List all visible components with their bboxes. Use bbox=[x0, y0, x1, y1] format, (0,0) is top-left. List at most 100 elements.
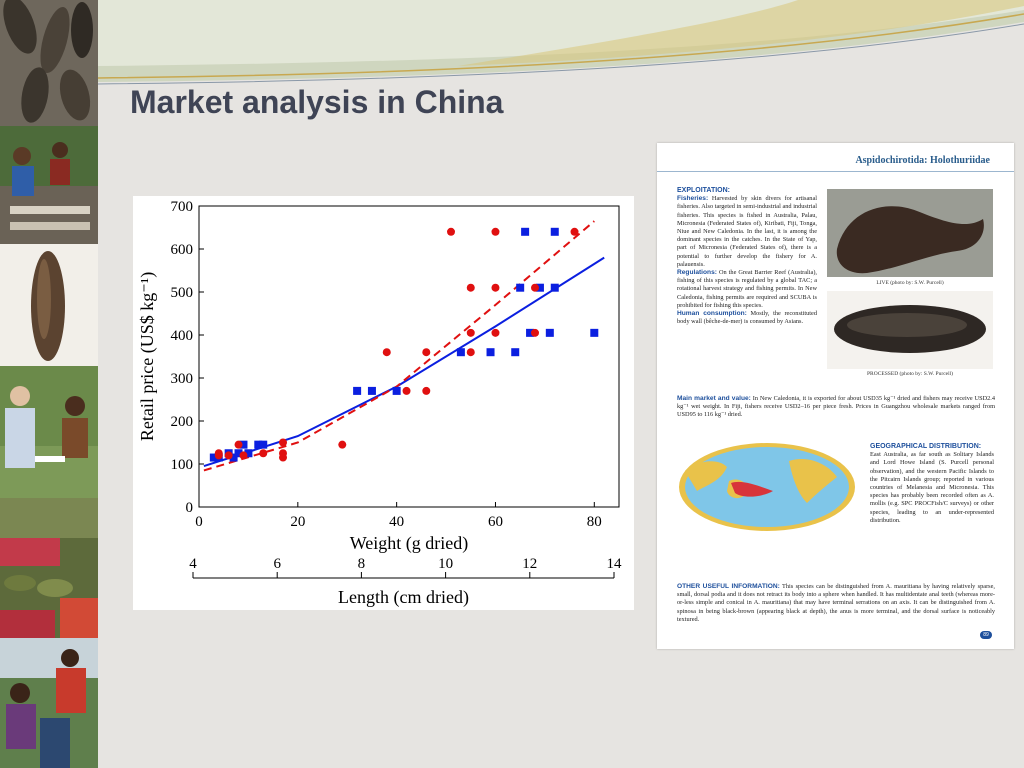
other-info-section: OTHER USEFUL INFORMATION: This species c… bbox=[677, 583, 995, 624]
data-point-circle bbox=[531, 283, 539, 292]
scatter-plot: 0 100 200 300 400 500 600 700 0 20 40 60 80 Weight (g… bbox=[137, 199, 623, 608]
data-point-square bbox=[392, 386, 401, 395]
x-axis-label: Weight (g dried) bbox=[350, 533, 469, 554]
data-point-circle bbox=[531, 328, 539, 337]
data-point-circle bbox=[234, 440, 243, 449]
geo-text: East Australia, as far south as Solitary… bbox=[870, 451, 994, 524]
data-point-square bbox=[259, 440, 268, 449]
y-tick-label: 400 bbox=[171, 328, 194, 344]
regulations-text: On the Great Barrier Reef (Australia), f… bbox=[677, 269, 818, 309]
human-consumption-text: Mostly, the reconstituted body wall (bêc… bbox=[677, 310, 817, 326]
data-point-square bbox=[229, 453, 238, 462]
data-point-circle bbox=[259, 449, 268, 458]
regulations-label: Regulations: bbox=[677, 269, 717, 277]
market-label: Main market and value: bbox=[677, 395, 751, 402]
data-point-circle bbox=[491, 328, 500, 337]
y-axis-label: Retail price (US$ kg⁻¹) bbox=[137, 272, 158, 441]
data-point-square bbox=[486, 348, 495, 357]
data-point-square bbox=[516, 283, 525, 292]
data-point-square bbox=[550, 283, 559, 292]
data-point-circle bbox=[422, 386, 431, 395]
length-tick-label: 6 bbox=[273, 556, 281, 572]
data-point-square bbox=[234, 449, 243, 458]
length-tick-label: 12 bbox=[522, 556, 537, 572]
price-weight-chart: 0 100 200 300 400 500 600 700 0 20 40 60 80 Weight (g… bbox=[133, 196, 634, 610]
doc-header: Aspidochirotida: Holothuriidae bbox=[855, 155, 990, 166]
y-tick-label: 100 bbox=[171, 457, 194, 473]
x-tick-label: 60 bbox=[488, 514, 503, 530]
geographical-section: GEOGRAPHICAL DISTRIBUTION: East Australi… bbox=[870, 443, 994, 525]
data-point-circle bbox=[224, 451, 233, 460]
live-specimen-photo bbox=[827, 189, 993, 277]
data-point-circle bbox=[239, 451, 248, 460]
exploitation-heading: EXPLOITATION: bbox=[677, 187, 731, 194]
data-point-square bbox=[244, 449, 253, 458]
human-consumption-label: Human consumption: bbox=[677, 310, 747, 318]
data-point-circle bbox=[338, 440, 347, 449]
data-point-circle bbox=[382, 348, 391, 357]
fit-line-dashed bbox=[203, 220, 595, 472]
header-swoosh bbox=[98, 0, 1024, 85]
data-point-square bbox=[545, 328, 554, 337]
x-tick-label: 20 bbox=[290, 514, 305, 530]
page-number: 89 bbox=[980, 631, 992, 639]
data-point-circle bbox=[466, 328, 475, 337]
other-text: This species can be distinguished from A… bbox=[677, 583, 995, 623]
data-point-square bbox=[456, 348, 465, 357]
people-processing-photo bbox=[0, 126, 98, 246]
length-axis-label: Length (cm dried) bbox=[338, 587, 469, 608]
data-point-circle bbox=[466, 348, 475, 357]
data-point-circle bbox=[491, 227, 500, 236]
market-section: Main market and value: In New Caledonia,… bbox=[677, 395, 995, 420]
y-tick-label: 200 bbox=[171, 414, 194, 430]
market-text: In New Caledonia, it is exported for abo… bbox=[677, 395, 996, 419]
data-point-square bbox=[353, 386, 362, 395]
doc-header-rule bbox=[657, 171, 1014, 172]
market-baskets-photo bbox=[0, 498, 98, 640]
sea-cucumbers-on-rack-photo bbox=[0, 0, 98, 128]
fisheries-text: Harvested by skin divers for artisanal f… bbox=[677, 195, 817, 268]
processed-caption: PROCESSED (photo by: S.W. Purcell) bbox=[867, 371, 953, 377]
y-tick-label: 300 bbox=[171, 371, 194, 387]
y-tick-label: 0 bbox=[186, 500, 194, 516]
data-point-circle bbox=[279, 438, 287, 447]
data-point-circle bbox=[491, 283, 500, 292]
plot-area-frame bbox=[198, 205, 620, 508]
exploitation-section: EXPLOITATION: Fisheries: Harvested by sk… bbox=[677, 187, 817, 326]
slide-title: Market analysis in China bbox=[130, 84, 504, 120]
data-point-circle bbox=[214, 451, 223, 460]
data-point-square bbox=[526, 328, 535, 337]
length-tick-label: 4 bbox=[189, 556, 197, 572]
data-point-circle bbox=[422, 348, 431, 357]
data-point-circle bbox=[570, 227, 579, 236]
species-fact-sheet: Aspidochirotida: Holothuriidae EXPLOITAT… bbox=[657, 143, 1014, 649]
fit-line-solid bbox=[203, 256, 605, 468]
processed-specimen-photo bbox=[827, 291, 993, 369]
x-tick-label: 80 bbox=[587, 514, 602, 530]
data-point-circle bbox=[466, 283, 475, 292]
single-dried-sea-cucumber-photo bbox=[0, 244, 98, 368]
y-tick-label: 500 bbox=[171, 285, 194, 301]
length-tick-label: 10 bbox=[438, 556, 453, 572]
data-point-square bbox=[521, 227, 530, 236]
length-tick-label: 8 bbox=[358, 556, 366, 572]
data-point-square bbox=[535, 283, 544, 292]
data-point-square bbox=[511, 348, 520, 357]
data-point-square bbox=[590, 328, 599, 337]
x-tick-label: 40 bbox=[389, 514, 404, 530]
y-tick-label: 700 bbox=[171, 199, 194, 215]
fisheries-label: Fisheries: bbox=[677, 195, 709, 203]
x-tick-label: 0 bbox=[195, 514, 203, 530]
data-point-square bbox=[254, 440, 263, 449]
data-point-square bbox=[239, 440, 248, 449]
field-interview-photo bbox=[0, 366, 98, 500]
geo-heading: GEOGRAPHICAL DISTRIBUTION: bbox=[870, 443, 982, 450]
data-point-circle bbox=[402, 386, 411, 395]
length-tick-label: 14 bbox=[607, 556, 623, 572]
photo-sidebar bbox=[0, 0, 98, 768]
live-caption: LIVE (photo by: S.W. Purcell) bbox=[876, 280, 944, 286]
data-point-square bbox=[209, 453, 218, 462]
data-point-circle bbox=[279, 453, 287, 462]
y-tick-label: 600 bbox=[171, 242, 194, 258]
distribution-map bbox=[679, 443, 855, 531]
